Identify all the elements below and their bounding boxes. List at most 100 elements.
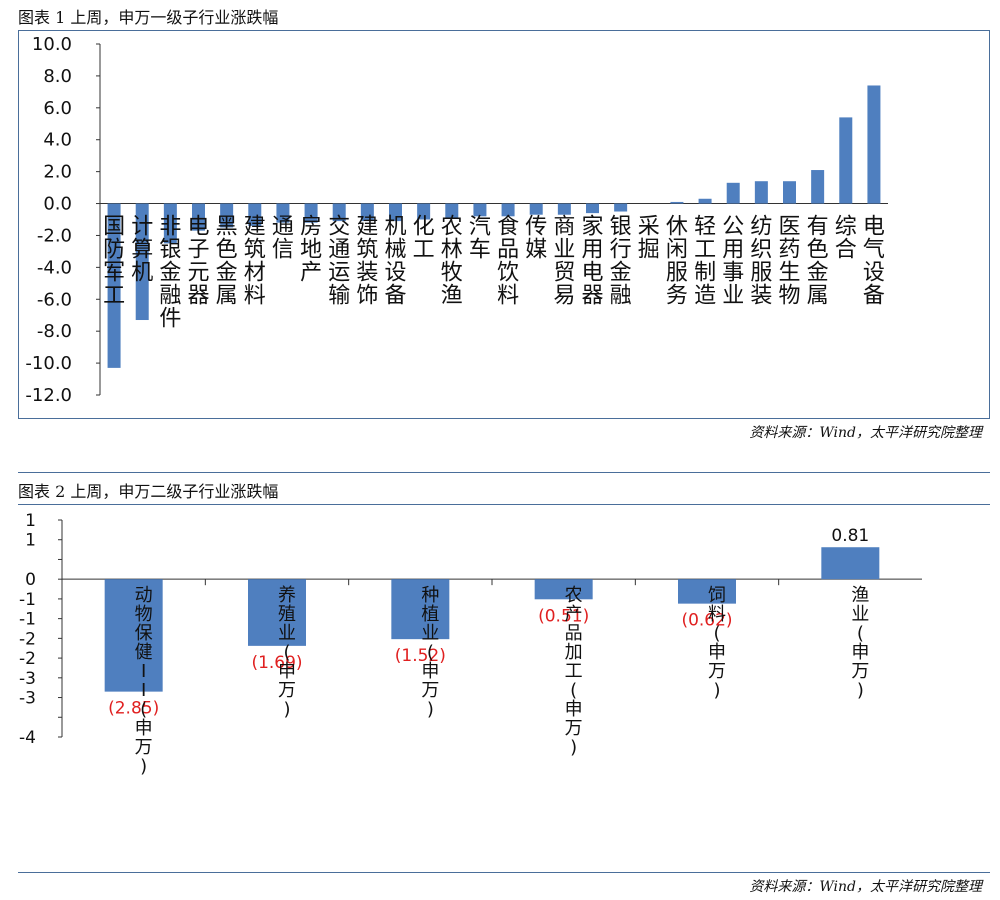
chart1-y-tick-label: 2.0 (43, 162, 72, 183)
chart1-category-label: 机械设备 (384, 215, 406, 309)
chart1-bar (670, 201, 684, 204)
chart2-value-label: 0.81 (831, 526, 869, 546)
chart2-value-label: (1.52) (395, 646, 446, 666)
chart1-bar (557, 203, 571, 215)
chart1-y-tick-label: 10.0 (32, 34, 72, 55)
chart1-bar (163, 203, 177, 244)
chart1-bar (754, 181, 768, 204)
chart2-y-tick-label: 1 (25, 511, 36, 531)
chart2-top-rule-2 (18, 504, 990, 505)
chart2-y-tick-label: -4 (19, 728, 36, 748)
chart1-title: 图表 1 上周，申万一级子行业涨跌幅 (18, 8, 279, 27)
chart2-y-tick-label: 1 (25, 531, 36, 551)
chart1-y-tick-label: -2.0 (37, 225, 72, 246)
chart1-category-label: 有色金属 (807, 215, 829, 309)
chart1-category-label: 公用事业 (722, 215, 744, 309)
chart1-category-label: 电气设备 (863, 215, 885, 309)
chart1-bar (445, 203, 459, 218)
chart2-bar (534, 579, 593, 600)
chart1-y-tick-label: -6.0 (37, 289, 72, 310)
chart1-category-label: 交通运输 (328, 215, 350, 309)
chart1-bar (614, 203, 628, 212)
chart1-category-label: 计算机 (131, 215, 153, 286)
chart1-y-tick-label: -4.0 (37, 257, 72, 278)
chart2-y-tick-label: -1 (19, 590, 36, 610)
chart2-bottom-rule (18, 872, 990, 873)
chart1-category-label: 通信 (272, 215, 294, 263)
chart1-bar (529, 203, 543, 215)
chart1-category-label: 纺织服装 (750, 215, 772, 309)
chart1-bar (220, 203, 234, 228)
chart1-right-rule (989, 30, 990, 418)
chart2-category-label: 饲料(申万) (708, 585, 726, 701)
chart1-left-rule (18, 30, 19, 418)
chart1-category-label: 黑色金属 (216, 215, 238, 309)
chart2-y-tick-label: -2 (19, 649, 36, 669)
chart1-bar (698, 198, 712, 204)
chart2-category-label: 种植业(申万) (421, 585, 439, 720)
chart2-plot: 110-1-1-2-2-3-3-4(2.85)动物保健 I I (申万)(1.69)养… (19, 511, 922, 777)
chart1-plot: 10.0 8.0 6.0 4.0 2.0 0.0 -2.0 -4.0 -6.0 -8.0 -10.0… (25, 34, 888, 406)
chart1-category-label: 商业贸易 (553, 215, 575, 309)
chart2-bar (248, 579, 306, 646)
chart1-bar (473, 203, 487, 217)
chart1-top-rule (18, 30, 990, 31)
chart2-value-label: (0.62) (681, 611, 732, 631)
chart1-bar (135, 203, 149, 321)
chart2-category-label: 动物保健 I I (申万) (135, 585, 153, 777)
chart1-bottom-rule (18, 418, 990, 419)
chart1-category-label: 非银金融件 (159, 215, 181, 332)
chart1-category-label: 建筑装饰 (356, 215, 378, 309)
chart1-category-label: 建筑材料 (244, 215, 266, 309)
chart1-bar (586, 203, 599, 214)
chart1-bar (389, 203, 402, 222)
chart2-value-label: (0.51) (538, 606, 589, 626)
chart1-bar (192, 203, 205, 231)
chart2-y-tick-label: -3 (19, 689, 36, 709)
chart2-category-label: 农产品加工(申万) (565, 585, 583, 758)
chart1-category-label: 汽车 (469, 215, 491, 263)
chart1-y-tick-label: 0.0 (43, 194, 72, 215)
chart1-category-label: 综合 (835, 215, 857, 263)
chart1-bar (332, 203, 346, 222)
chart1-bar (360, 203, 374, 222)
chart1-y-tick-label: 8.0 (43, 66, 72, 87)
chart2-panel: 图表 2 上周，申万二级子行业涨跌幅 1 1 0 -1 -1 -2 -2 -3 -3 -4 (2.8… (0, 450, 1000, 900)
chart1-category-label: 采掘 (638, 215, 660, 263)
chart1-bar (304, 203, 318, 223)
chart1-y-tick-label: 4.0 (43, 130, 72, 151)
chart1-bar (839, 117, 853, 204)
chart1-bar (417, 203, 431, 220)
chart1-category-label: 食品饮料 (497, 215, 519, 309)
chart1-bar (811, 170, 825, 204)
chart1-category-label: 房地产 (300, 215, 322, 286)
chart2-category-label: 养殖业(申万) (278, 585, 296, 720)
chart1-bar (501, 203, 515, 217)
chart1-bar (107, 203, 121, 368)
chart1-bar (867, 85, 881, 204)
chart2-y-tick-label: 0 (25, 570, 36, 590)
chart1-category-label: 银行金融 (610, 215, 632, 309)
chart2-category-label: 渔业(申万) (851, 585, 869, 701)
chart2-y-tick-label: -3 (19, 669, 36, 689)
chart2-value-label: (2.85) (108, 699, 159, 719)
chart2-bar (678, 579, 736, 604)
chart2-top-rule-1 (18, 472, 990, 473)
chart1-panel: 图表 1 上周，申万一级子行业涨跌幅 10.0 8.0 6.0 4.0 2.0 0.0 -2… (18, 8, 990, 441)
chart2-source: 资料来源：Wind，太平洋研究院整理 (749, 879, 982, 895)
chart2-bar (391, 579, 450, 640)
chart1-bar (248, 203, 262, 226)
chart2-value-label: (1.69) (251, 653, 302, 673)
chart1-category-label: 国防军工 (103, 215, 125, 309)
chart1-bar (276, 203, 290, 223)
chart2-bar (821, 547, 880, 580)
chart1-category-label: 家用电器 (581, 215, 603, 309)
chart1-bar (783, 181, 796, 204)
chart1-y-tick-label: -8.0 (37, 321, 72, 342)
chart1-category-label: 医药生物 (778, 215, 800, 309)
chart1-category-label: 传媒 (525, 215, 547, 263)
chart1-category-label: 化工 (413, 215, 435, 263)
chart1-source: 资料来源：Wind，太平洋研究院整理 (749, 425, 982, 441)
chart1-category-label: 电子元器 (187, 215, 209, 309)
chart1-category-label: 轻工制造 (694, 215, 716, 309)
